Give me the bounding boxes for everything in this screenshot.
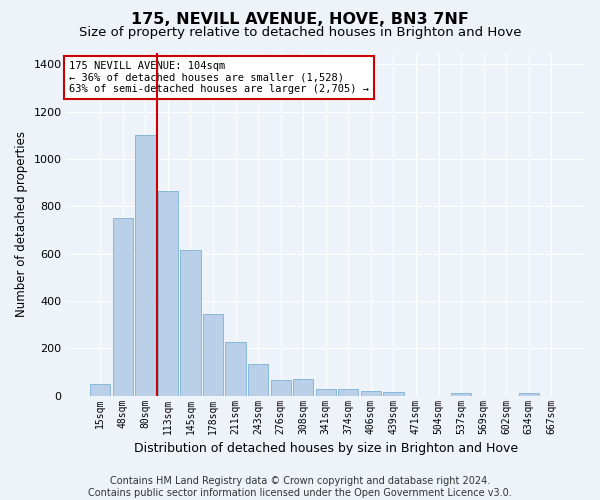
Text: Size of property relative to detached houses in Brighton and Hove: Size of property relative to detached ho… xyxy=(79,26,521,39)
Bar xyxy=(451,393,471,396)
X-axis label: Distribution of detached houses by size in Brighton and Hove: Distribution of detached houses by size … xyxy=(134,442,518,455)
Y-axis label: Number of detached properties: Number of detached properties xyxy=(15,131,28,317)
Bar xyxy=(248,364,268,396)
Bar xyxy=(203,314,223,396)
Bar xyxy=(90,384,110,396)
Bar xyxy=(271,380,291,396)
Bar xyxy=(226,342,246,396)
Text: 175 NEVILL AVENUE: 104sqm
← 36% of detached houses are smaller (1,528)
63% of se: 175 NEVILL AVENUE: 104sqm ← 36% of detac… xyxy=(69,61,369,94)
Bar xyxy=(383,392,404,396)
Text: 175, NEVILL AVENUE, HOVE, BN3 7NF: 175, NEVILL AVENUE, HOVE, BN3 7NF xyxy=(131,12,469,28)
Bar xyxy=(518,393,539,396)
Bar xyxy=(316,388,336,396)
Bar xyxy=(338,388,358,396)
Bar xyxy=(293,379,313,396)
Bar xyxy=(135,136,155,396)
Bar xyxy=(113,218,133,396)
Bar xyxy=(158,191,178,396)
Bar xyxy=(361,391,381,396)
Bar xyxy=(181,250,200,396)
Text: Contains HM Land Registry data © Crown copyright and database right 2024.
Contai: Contains HM Land Registry data © Crown c… xyxy=(88,476,512,498)
